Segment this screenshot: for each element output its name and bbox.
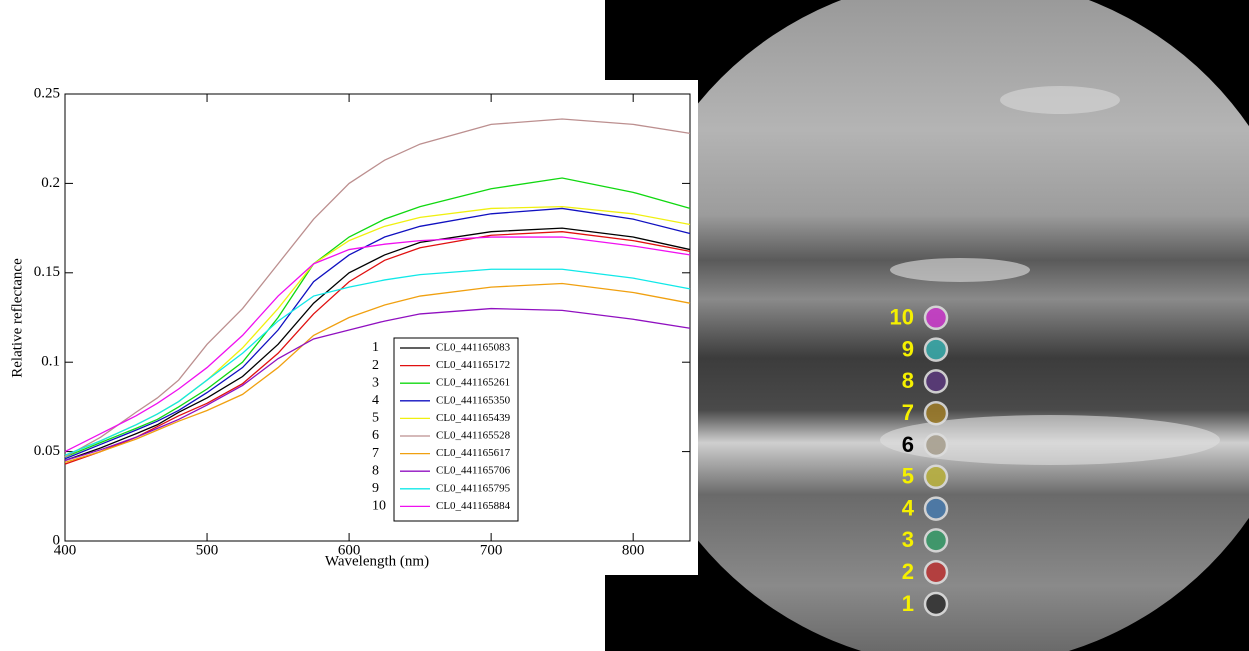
marker-label: 8 [902,368,914,393]
legend-entry: CL0_441165884 [436,500,511,512]
legend-number: 10 [372,499,386,514]
marker-dot [925,498,947,520]
marker-dot [925,339,947,361]
y-tick-label: 0.15 [34,264,60,280]
legend-entry: CL0_441165261 [436,377,510,389]
marker-label: 3 [902,527,914,552]
legend-entry: CL0_441165528 [436,430,511,442]
marker-label: 2 [902,559,914,584]
legend-entry: CL0_441165706 [436,465,511,477]
legend-number: 8 [372,463,379,478]
legend-entry: CL0_441165795 [436,482,511,494]
marker-dot [925,529,947,551]
x-tick-label: 600 [338,542,361,558]
marker-label: 1 [902,591,914,616]
marker-dot [925,307,947,329]
marker-label: 10 [890,305,914,330]
legend-entry: CL0_441165172 [436,359,510,371]
x-tick-label: 400 [54,542,77,558]
legend-number: 4 [372,393,379,408]
legend-number: 9 [372,481,379,496]
image-feature [890,258,1030,282]
image-feature [1000,86,1120,114]
marker-dot [925,434,947,456]
marker-label: 5 [902,464,914,489]
legend-number: 6 [372,428,379,443]
legend-entry: CL0_441165617 [436,447,511,459]
legend-number: 7 [372,446,379,461]
marker-label: 4 [902,495,915,520]
y-tick-label: 0.2 [41,175,60,191]
marker-label: 7 [902,400,914,425]
marker-dot [925,561,947,583]
marker-dot [925,370,947,392]
marker-dot [925,593,947,615]
y-tick-label: 0.25 [34,85,60,101]
legend-number: 1 [372,340,379,355]
y-tick-label: 0.1 [41,354,60,370]
marker-dot [925,466,947,488]
x-tick-label: 700 [480,542,503,558]
marker-label: 9 [902,336,914,361]
legend-number: 3 [372,375,379,390]
legend-entry: CL0_441165439 [436,412,511,424]
marker-label: 6 [902,432,914,457]
x-tick-label: 800 [622,542,645,558]
marker-dot [925,402,947,424]
legend-number: 2 [372,358,379,373]
figure: Wavelength (nm) Relative reflectance 00.… [0,0,1249,651]
legend-number: 5 [372,411,379,426]
x-tick-label: 500 [196,542,219,558]
y-axis-label: Relative reflectance [9,258,25,378]
y-tick-label: 0.05 [34,443,60,459]
legend-entry: CL0_441165350 [436,394,511,406]
chart-panel [0,80,698,575]
legend-entry: CL0_441165083 [436,342,511,354]
